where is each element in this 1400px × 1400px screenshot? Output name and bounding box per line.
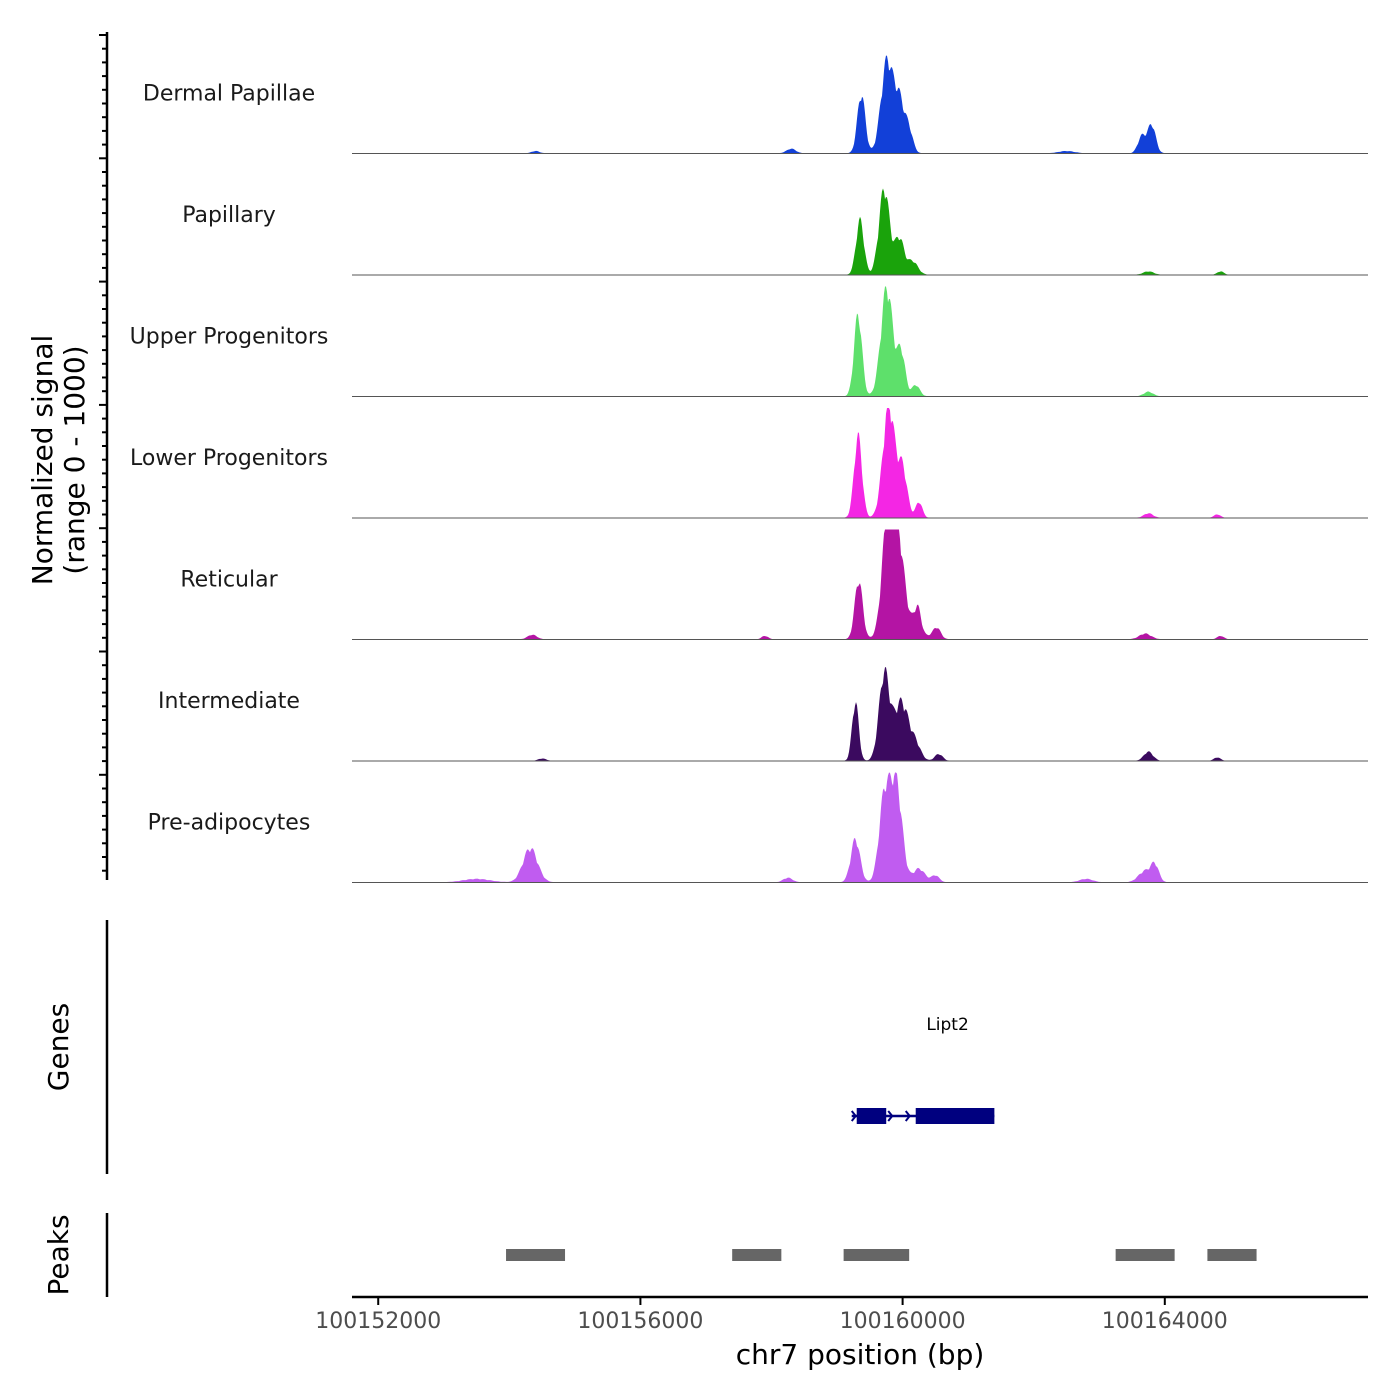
track-label: Reticular	[180, 568, 278, 593]
coverage-tracks: Dermal Papillae Papillary Upper Progenitor…	[130, 55, 1368, 883]
x-axis-title: chr7 position (bp)	[736, 1338, 985, 1371]
signal-area	[352, 55, 1368, 154]
track-label: Pre-adipocytes	[148, 811, 311, 836]
x-tick-label: 100152000	[315, 1309, 441, 1334]
x-tick-label: 100164000	[1102, 1309, 1228, 1334]
x-tick-label: 100156000	[577, 1309, 703, 1334]
track-pre-adipocytes: Pre-adipocytes	[148, 772, 1368, 883]
strand-arrow	[850, 1110, 858, 1122]
x-tick-label: 100160000	[840, 1309, 966, 1334]
track-papillary: Papillary	[182, 188, 1368, 276]
gene-track: Lipt2	[850, 1015, 995, 1124]
signal-area	[352, 188, 1368, 275]
peaks-panel-title: Peaks	[42, 1214, 75, 1295]
gene-lipt2: Lipt2	[850, 1015, 995, 1124]
y-axis-title-line1: Normalized signal	[26, 335, 59, 586]
peak-track	[506, 1249, 1257, 1261]
signal-area	[352, 408, 1368, 518]
x-axis-ticks: 100152000 100156000 100160000 100164000	[315, 1297, 1228, 1334]
track-upper-progenitors: Upper Progenitors	[130, 286, 1368, 397]
track-label: Lower Progenitors	[130, 446, 328, 471]
track-label: Papillary	[182, 203, 276, 228]
peak-region	[1207, 1249, 1257, 1261]
peak-region	[1115, 1249, 1175, 1261]
peak-region	[506, 1249, 566, 1261]
gene-label: Lipt2	[926, 1015, 968, 1035]
track-dermal-papillae: Dermal Papillae	[143, 55, 1368, 154]
gene-exon	[856, 1108, 887, 1124]
signal-area	[352, 667, 1368, 761]
signal-area	[352, 286, 1368, 397]
track-label: Intermediate	[158, 689, 300, 714]
peak-region	[843, 1249, 910, 1261]
signal-area	[352, 529, 1368, 640]
track-label: Dermal Papillae	[143, 82, 315, 107]
track-label: Upper Progenitors	[130, 325, 329, 350]
track-intermediate: Intermediate	[158, 667, 1368, 762]
genes-panel-title: Genes	[42, 1003, 75, 1091]
track-reticular: Reticular	[180, 529, 1368, 640]
signal-area	[352, 772, 1368, 883]
y-axis-title-line2: (range 0 - 1000)	[58, 345, 91, 574]
strand-arrow	[904, 1110, 911, 1122]
strand-arrow	[887, 1110, 894, 1122]
track-lower-progenitors: Lower Progenitors	[130, 408, 1368, 519]
peak-region	[732, 1249, 782, 1261]
gene-exon	[915, 1108, 995, 1124]
